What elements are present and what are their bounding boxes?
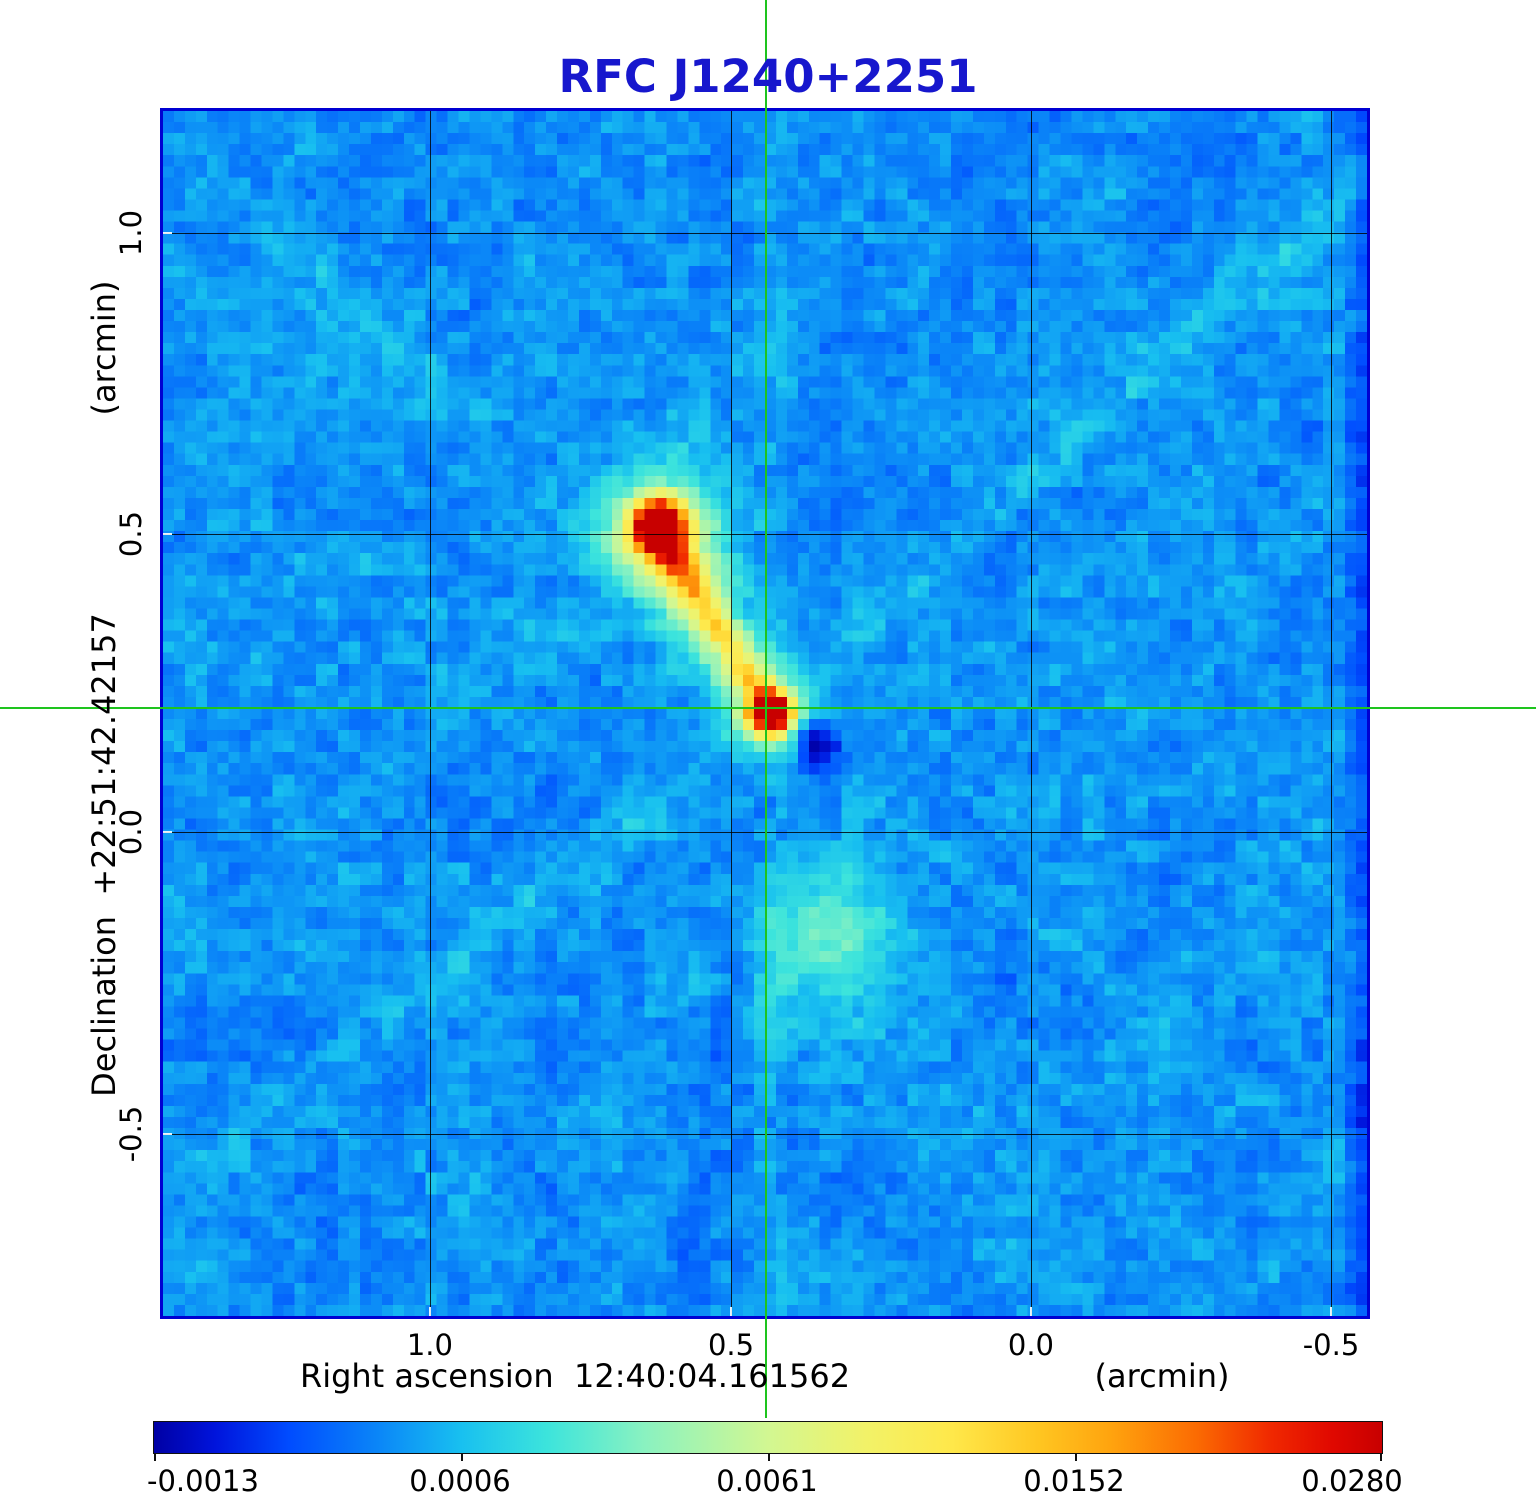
y-tick-label: 0.5: [114, 510, 148, 558]
y-tick-label: 1.0: [114, 209, 148, 256]
axis-tick-bottom: [1029, 1307, 1032, 1316]
grid-line-vertical: [731, 111, 733, 1316]
axis-tick-bottom: [730, 1307, 733, 1316]
colorbar-tick: [154, 1453, 156, 1461]
colorbar-tick-label: 0.0006: [409, 1464, 511, 1498]
colorbar-tick: [768, 1453, 770, 1461]
grid-line-vertical: [1331, 111, 1332, 1316]
x-tick-label: 1.0: [406, 1328, 453, 1362]
x-axis-unit-label: (arcmin): [1094, 1357, 1230, 1395]
colorbar: [153, 1421, 1383, 1461]
axis-tick-left: [163, 231, 172, 234]
axis-tick-left: [163, 830, 172, 833]
colorbar-tick: [461, 1453, 463, 1461]
y-tick-label: -0.5: [114, 1105, 148, 1163]
x-axis-label: Right ascension 12:40:04.161562: [299, 1357, 851, 1395]
y-axis-unit-label: (arcmin): [85, 280, 123, 416]
colorbar-tick: [1075, 1453, 1077, 1461]
axis-tick-left: [163, 532, 172, 535]
colorbar-tick-label: -0.0013: [147, 1464, 259, 1498]
axis-tick-bottom: [428, 1307, 431, 1316]
colorbar-tick: [1380, 1453, 1382, 1461]
crosshair-vertical-line: [764, 0, 767, 1418]
x-tick-label: -0.5: [1302, 1328, 1360, 1362]
colorbar-tick-label: 0.0061: [716, 1464, 818, 1498]
plot-title: RFC J1240+2251: [558, 50, 978, 103]
x-tick-label: 0.5: [707, 1328, 755, 1362]
axis-tick-left: [163, 1132, 172, 1135]
colorbar-tick-label: 0.0152: [1023, 1464, 1125, 1498]
axis-tick-bottom: [1330, 1307, 1332, 1316]
colorbar-tick-label: 0.0280: [1301, 1464, 1403, 1498]
y-tick-label: 0.0: [114, 808, 148, 855]
grid-line-vertical: [1030, 111, 1032, 1316]
x-tick-label: 0.0: [1007, 1328, 1055, 1362]
crosshair-horizontal-line: [0, 706, 1536, 709]
colorbar-gradient: [154, 1422, 1382, 1453]
grid-line-vertical: [429, 111, 431, 1316]
